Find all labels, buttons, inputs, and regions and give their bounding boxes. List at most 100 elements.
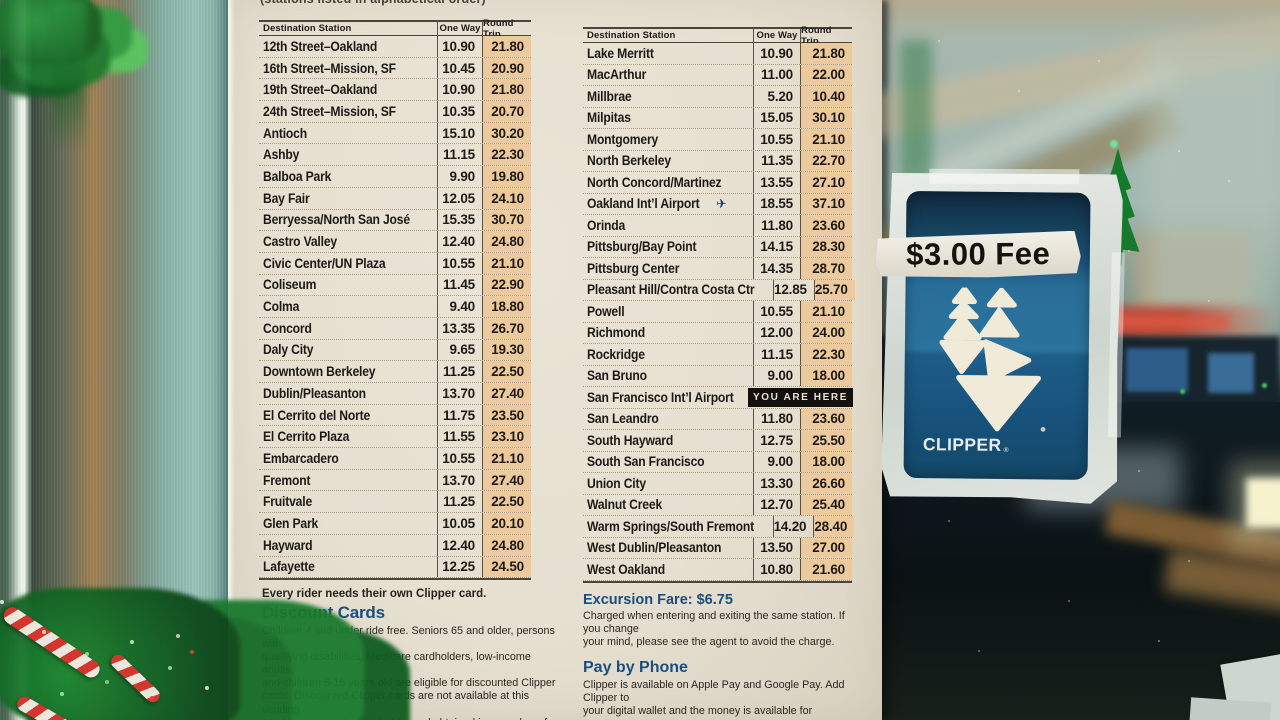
- table-body: Lake Merritt✈ 10.90 21.80 YOU ARE HERE M…: [583, 43, 855, 583]
- round-trip-fare: 23.50: [482, 404, 531, 426]
- one-way-fare: 12.85: [773, 279, 814, 300]
- one-way-fare: 10.55: [437, 252, 482, 274]
- round-trip-fare: 20.90: [482, 57, 531, 79]
- fare-row: Rockridge✈ 11.15 22.30 YOU ARE HERE: [583, 344, 852, 366]
- fare-row: 16th Street–Mission, SF✈ 10.45 20.90 YOU…: [259, 57, 531, 80]
- round-trip-fare: 26.60: [800, 473, 852, 494]
- round-trip-fare: 27.00: [800, 537, 852, 558]
- station-name: Downtown Berkeley: [263, 364, 376, 380]
- station-name: Civic Center/UN Plaza: [263, 255, 386, 271]
- round-trip-fare: 27.10: [800, 172, 852, 193]
- tape-strip: [929, 168, 1080, 185]
- round-trip-fare: 23.60: [800, 215, 852, 236]
- fare-row: Concord✈ 13.35 26.70 YOU ARE HERE: [259, 317, 531, 340]
- station-name: Walnut Creek: [587, 497, 663, 513]
- one-way-fare: 15.05: [753, 107, 800, 128]
- fare-row: Embarcadero✈ 10.55 21.10 YOU ARE HERE: [259, 448, 531, 470]
- clipper-card-note: Every rider needs their own Clipper card…: [262, 588, 487, 600]
- station-name: Bay Fair: [263, 190, 310, 206]
- light-panel: [1246, 478, 1280, 528]
- one-way-fare: 11.25: [437, 491, 482, 513]
- fare-row: MacArthur✈ 11.00 22.00 YOU ARE HERE: [583, 64, 852, 86]
- fare-table-right: Destination Station One Way Round Trip L…: [583, 25, 855, 583]
- station-name: Colma: [263, 299, 300, 315]
- one-way-fare: 11.80: [753, 408, 800, 429]
- one-way-fare: 11.55: [437, 426, 482, 448]
- fare-row: Coliseum✈ 11.45 22.90 YOU ARE HERE: [259, 274, 531, 297]
- station-name: Milpitas: [587, 110, 631, 126]
- fare-row: South San Francisco✈ 9.00 18.00 YOU ARE …: [583, 451, 852, 473]
- one-way-fare: 10.55: [753, 301, 800, 322]
- fare-row: Walnut Creek✈ 12.70 25.40 YOU ARE HERE: [583, 494, 852, 516]
- one-way-fare: 13.70: [437, 469, 482, 491]
- one-way-fare: 15.35: [437, 209, 482, 231]
- station-name: 12th Street–Oakland: [263, 38, 378, 54]
- fare-row: Pleasant Hill/Contra Costa Ctr✈ 12.85 25…: [583, 279, 855, 301]
- station-name: South Hayward: [587, 432, 674, 448]
- station-name: Concord: [263, 320, 312, 336]
- station-name: Powell: [587, 303, 625, 319]
- fare-row: San Francisco Int’l Airport✈ YOU ARE HER…: [583, 387, 853, 409]
- round-trip-fare: 22.90: [482, 274, 531, 296]
- fare-row: Hayward✈ 12.40 24.80 YOU ARE HERE: [259, 534, 531, 557]
- round-trip-fare: 22.30: [800, 344, 852, 365]
- one-way-fare: 15.10: [437, 122, 482, 144]
- fare-row: West Oakland✈ 10.80 21.60 YOU ARE HERE: [583, 559, 852, 581]
- one-way-fare: 9.65: [437, 339, 482, 361]
- clipper-logo-icon: [939, 287, 1046, 432]
- round-trip-fare: 28.40: [813, 516, 855, 537]
- one-way-fare: 14.20: [772, 516, 814, 537]
- fare-row: Pittsburg Center✈ 14.35 28.70 YOU ARE HE…: [583, 258, 852, 280]
- round-trip-fare: 25.50: [800, 430, 852, 451]
- one-way-fare: 11.75: [437, 404, 482, 426]
- fare-row: Civic Center/UN Plaza✈ 10.55 21.10 YOU A…: [259, 252, 531, 275]
- fare-row: Berryessa/North San José✈ 15.35 30.70 YO…: [259, 209, 531, 232]
- one-way-fare: 13.35: [437, 317, 482, 339]
- station-name: San Francisco Int’l Airport: [587, 389, 734, 405]
- clipper-fee-sticker: CLIPPER ® $3.00 Fee: [881, 168, 1125, 505]
- station-name: Castro Valley: [263, 234, 337, 250]
- round-trip-fare: 18.80: [482, 296, 531, 317]
- fare-row: 19th Street–Oakland✈ 10.90 21.80 YOU ARE…: [259, 79, 531, 102]
- clipper-wordmark: CLIPPER ®: [922, 434, 1010, 455]
- discount-cards-section: Every rider needs their own Clipper card…: [262, 588, 564, 720]
- pay-by-phone-heading: Pay by Phone: [583, 659, 688, 677]
- one-way-fare: 10.35: [437, 101, 482, 122]
- station-name: Fruitvale: [263, 494, 313, 510]
- fare-row: Balboa Park✈ 9.90 19.80 YOU ARE HERE: [259, 166, 531, 188]
- excursion-fare-body: Charged when entering and exiting the sa…: [583, 610, 845, 649]
- fare-table-left: Destination Station One Way Round Trip 1…: [259, 18, 531, 581]
- round-trip-fare: 21.80: [800, 43, 852, 64]
- one-way-fare: 12.70: [753, 494, 800, 515]
- fare-row: Fremont✈ 13.70 27.40 YOU ARE HERE: [259, 469, 531, 492]
- round-trip-fare: 18.00: [800, 365, 852, 386]
- station-name: Warm Springs/South Fremont: [587, 518, 755, 534]
- fare-row: San Bruno✈ 9.00 18.00 YOU ARE HERE: [583, 365, 852, 387]
- station-name: Hayward: [263, 537, 313, 553]
- round-trip-fare: 19.80: [482, 166, 531, 187]
- fare-row: El Cerrito del Norte✈ 11.75 23.50 YOU AR…: [259, 404, 531, 427]
- station-name: 24th Street–Mission, SF: [263, 103, 396, 119]
- round-trip-fare: 24.00: [800, 322, 852, 343]
- station-name: Dublin/Pleasanton: [263, 385, 366, 401]
- round-trip-fare: 23.10: [482, 426, 531, 448]
- excursion-fare-heading: Excursion Fare: $6.75: [583, 592, 733, 608]
- round-trip-fare: 21.80: [482, 79, 531, 101]
- fare-row: Richmond✈ 12.00 24.00 YOU ARE HERE: [583, 322, 852, 344]
- fare-row: Orinda✈ 11.80 23.60 YOU ARE HERE: [583, 215, 852, 237]
- one-way-fare: 12.75: [753, 430, 800, 451]
- station-name: Coliseum: [263, 277, 317, 293]
- tinsel-garland-top: [0, 0, 102, 65]
- round-trip-fare: 21.10: [482, 252, 531, 274]
- round-trip-fare: 23.60: [800, 408, 852, 429]
- round-trip-fare: 27.40: [482, 383, 531, 404]
- fare-row: Colma✈ 9.40 18.80 YOU ARE HERE: [259, 296, 531, 318]
- fare-row: South Hayward✈ 12.75 25.50 YOU ARE HERE: [583, 430, 852, 452]
- round-trip-fare: 25.40: [800, 494, 852, 515]
- round-trip-fare: 24.80: [482, 534, 531, 556]
- round-trip-fare: 18.00: [800, 451, 852, 472]
- round-trip-fare: 21.10: [482, 448, 531, 469]
- round-trip-fare: 22.50: [482, 491, 531, 513]
- one-way-fare: 9.40: [437, 296, 482, 317]
- one-way-fare: 10.90: [437, 79, 482, 101]
